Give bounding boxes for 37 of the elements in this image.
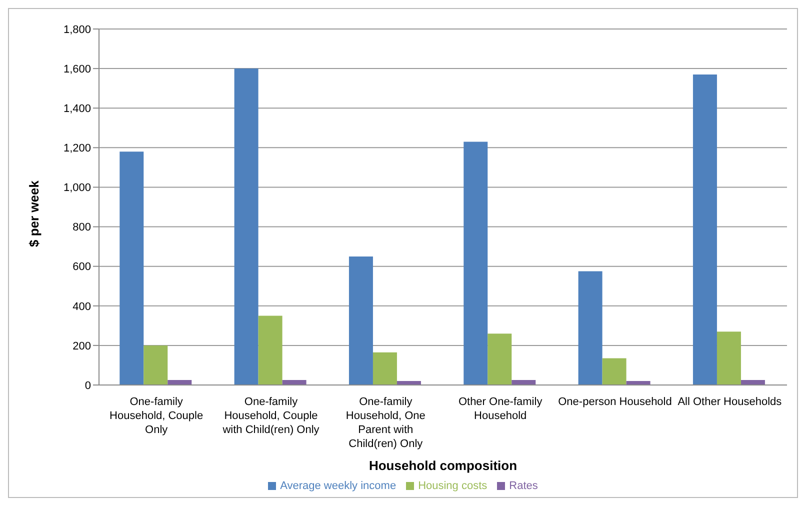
bar [120,152,144,385]
bar [348,256,373,385]
y-tick-label: 1,400 [63,103,91,116]
bar [258,316,282,385]
y-tick-label: 200 [72,340,91,352]
bar [740,380,765,385]
bar [512,380,536,385]
bar [692,74,717,385]
y-tick-label: 1,800 [63,24,91,36]
bar [716,332,741,385]
x-tick-label: One-family Household, Couple Only [110,396,204,436]
y-tick-label: 800 [72,222,91,234]
legend-label: Average weekly income [280,480,396,492]
y-tick-label: 1,000 [63,182,91,194]
x-tick-label: Other One-family Household [458,396,543,422]
y-tick-label: 600 [72,261,91,274]
bar [282,380,306,385]
x-axis-title: Household composition [368,458,518,473]
x-tick-label: One-family Household, One Parent with Child(ren) Only [346,396,426,450]
x-tick-label: One-person Household [558,396,672,408]
bar [144,345,168,385]
bar [602,358,626,385]
x-tick-label: All Other Households [678,396,782,408]
bar [372,352,397,385]
y-tick-label: 1,600 [63,63,91,76]
bar [578,271,602,385]
legend-label: Housing costs [418,480,488,492]
y-tick-label: 1,200 [63,142,91,155]
bar [464,142,488,385]
y-tick-label: 400 [72,300,91,313]
x-tick-label: One-family Household, Couple with Child(ren) Only [222,396,320,436]
bar [234,68,258,385]
bar [488,334,512,385]
bar [168,380,192,385]
y-axis-title: $ per week [26,180,42,247]
y-tick-label: 0 [84,380,91,392]
legend-label: Rates [509,480,538,492]
